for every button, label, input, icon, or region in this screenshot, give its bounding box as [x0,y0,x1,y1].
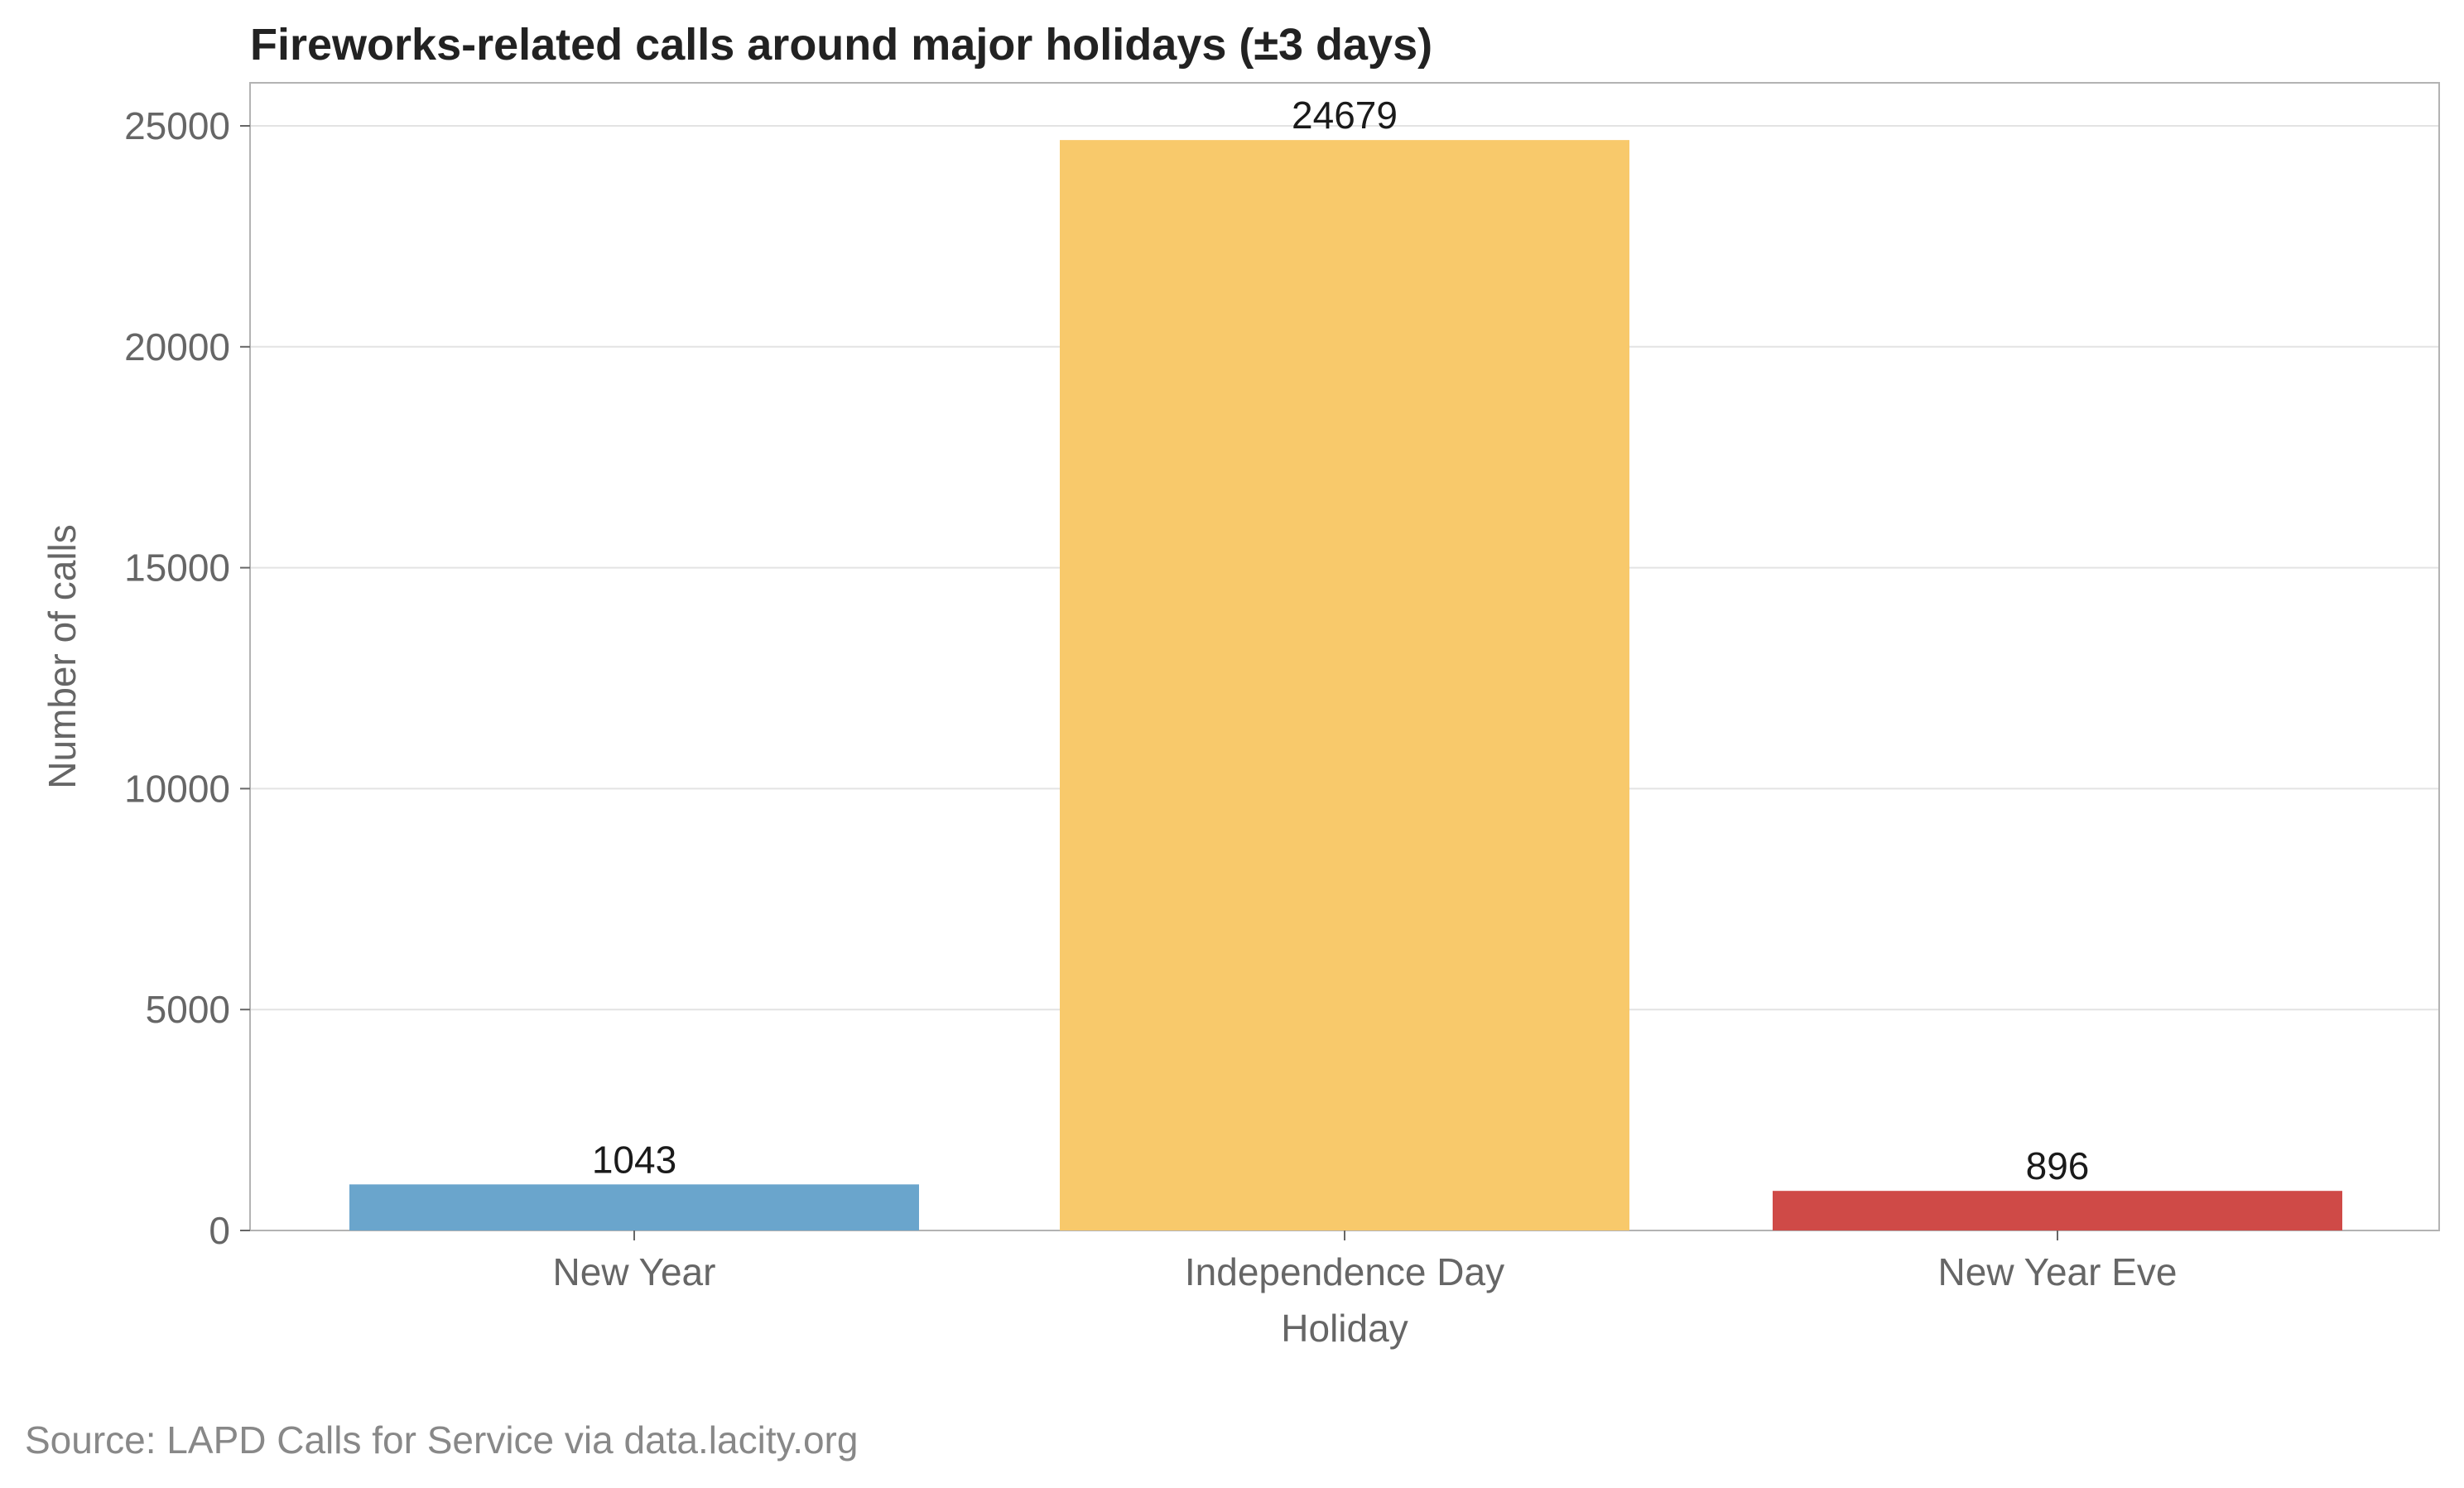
bar-data-label: 24679 [1292,94,1398,137]
x-tick-label: New Year [553,1250,716,1293]
source-note: Source: LAPD Calls for Service via data.… [25,1418,858,1462]
x-tick-label: Independence Day [1185,1250,1504,1293]
bar-independence-day [1060,140,1629,1231]
y-axis-ticks: 0 5000 10000 15000 20000 25000 [124,104,250,1252]
bar-data-label: 896 [2026,1144,2090,1187]
y-tick-label: 25000 [124,104,230,147]
data-labels: 1043 24679 896 [592,94,2090,1187]
x-axis-ticks: New Year Independence Day New Year Eve [553,1230,2178,1293]
x-axis-label: Holiday [1281,1307,1408,1350]
x-tick-label: New Year Eve [1938,1250,2178,1293]
y-tick-label: 10000 [124,767,230,810]
y-tick-label: 5000 [146,988,230,1031]
y-axis-label: Number of calls [41,524,84,789]
y-tick-label: 0 [209,1209,230,1252]
y-tick-label: 15000 [124,547,230,590]
y-tick-label: 20000 [124,325,230,368]
chart-title: Fireworks-related calls around major hol… [250,20,1432,70]
bar-data-label: 1043 [592,1138,676,1181]
bars [349,140,2342,1231]
bar-new-year-eve [1773,1191,2342,1230]
bar-new-year [349,1184,919,1230]
